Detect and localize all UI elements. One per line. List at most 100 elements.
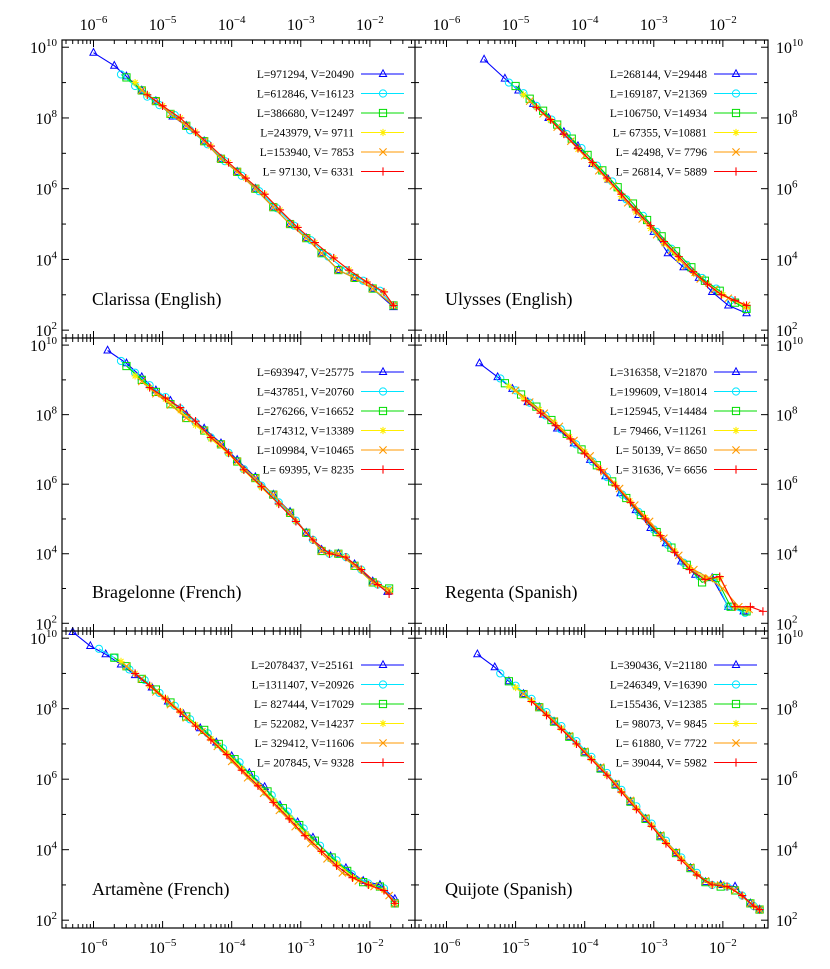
data-point — [390, 899, 399, 908]
ticks — [62, 40, 415, 338]
legend-label: L=199609, V=18014 — [610, 387, 707, 399]
data-point — [308, 535, 318, 545]
data-point — [216, 440, 225, 449]
data-point — [103, 345, 113, 354]
x-tick-label: 10−6 — [80, 14, 108, 34]
data-point — [341, 553, 351, 562]
y-tick-label: 108 — [36, 405, 58, 425]
data-point — [705, 574, 713, 583]
legend-label: L=268144, V=29448 — [610, 69, 707, 81]
series-line — [149, 387, 390, 595]
data-point — [659, 237, 668, 246]
data-point — [708, 880, 717, 890]
legend-marker — [379, 719, 387, 728]
y-tick-label: 106 — [776, 769, 798, 789]
data-point — [274, 499, 283, 509]
legend-marker — [378, 699, 388, 709]
x-tick-label: 10−3 — [640, 937, 668, 957]
data-point — [325, 549, 334, 558]
data-point — [553, 120, 562, 129]
legend-label: L=612846, V=16123 — [257, 89, 354, 101]
legend-label: L=169187, V=21369 — [610, 89, 707, 101]
x-tick-label: 10−6 — [433, 937, 461, 957]
data-point — [715, 572, 724, 581]
data-point — [145, 681, 154, 690]
data-point — [617, 788, 626, 797]
data-point — [302, 234, 311, 243]
data-point — [580, 747, 589, 756]
y-tick-label: 1010 — [776, 335, 804, 355]
panel-0 — [89, 47, 398, 311]
data-point — [547, 415, 556, 425]
legend-label: L=155436, V=12385 — [610, 699, 707, 711]
legend: L=390436, V=21180 L=246349, V=16390 L=1554… — [610, 659, 757, 770]
data-point — [302, 830, 310, 838]
legend-label: L= 42498, V= 7796 — [616, 147, 708, 159]
data-point — [368, 284, 377, 293]
data-point — [389, 301, 398, 311]
y-tick-label: 104 — [776, 249, 798, 269]
data-point — [338, 868, 347, 877]
y-tick-label: 108 — [776, 405, 798, 425]
data-point — [626, 797, 635, 806]
data-point — [200, 426, 209, 435]
data-point — [656, 832, 665, 841]
data-point — [626, 498, 635, 507]
data-point — [686, 864, 695, 873]
data-point — [222, 750, 231, 759]
legend-label: L=693947, V=25775 — [257, 367, 354, 379]
ticks — [415, 40, 768, 338]
data-point — [730, 886, 740, 895]
x-tick-label: 10−5 — [502, 14, 530, 34]
legend-marker — [378, 68, 388, 78]
data-point — [580, 748, 589, 757]
data-point — [535, 703, 544, 712]
data-point — [550, 716, 559, 725]
data-point — [718, 584, 727, 593]
x-tick-label: 10−5 — [149, 937, 177, 957]
y-tick-label: 106 — [36, 769, 58, 789]
data-point — [137, 674, 146, 684]
data-point — [253, 781, 263, 790]
panel-title: Artamène (French) — [92, 879, 229, 900]
data-point — [166, 700, 175, 709]
x-tick-label: 10−3 — [287, 14, 315, 34]
data-point — [656, 831, 665, 840]
x-tick-label: 10−5 — [149, 14, 177, 34]
data-point — [137, 86, 146, 95]
data-point — [379, 886, 389, 895]
data-point — [151, 96, 160, 106]
data-point — [505, 382, 513, 390]
y-tick-label: 104 — [36, 249, 58, 269]
data-point — [206, 433, 215, 442]
legend-label: L= 98073, V= 9845 — [616, 719, 708, 731]
x-tick-label: 10−2 — [709, 937, 737, 957]
legend-marker — [378, 366, 388, 376]
y-tick-label: 108 — [36, 699, 58, 719]
data-point — [641, 814, 650, 823]
y-tick-label: 106 — [36, 474, 58, 494]
data-point — [475, 358, 484, 367]
data-point — [688, 267, 698, 276]
data-point — [110, 653, 119, 662]
data-point — [379, 287, 389, 297]
data-point — [580, 449, 589, 458]
data-point — [608, 477, 617, 486]
data-point — [117, 657, 125, 665]
panel-title: Ulysses (English) — [445, 289, 573, 310]
y-tick-label: 102 — [776, 320, 798, 340]
y-tick-label: 102 — [36, 613, 58, 633]
data-point — [519, 690, 528, 699]
ticks — [62, 631, 415, 928]
data-point — [224, 448, 233, 457]
y-tick-label: 108 — [36, 108, 58, 128]
panel-title: Clarissa (English) — [92, 289, 221, 310]
y-tick-label: 104 — [36, 840, 58, 860]
legend-label: L= 61880, V= 7722 — [616, 738, 708, 750]
legend-label: L= 329412, V=11606 — [254, 738, 354, 750]
data-point — [569, 436, 578, 445]
legend-marker — [731, 387, 741, 396]
legend-marker — [379, 739, 387, 747]
data-point — [525, 94, 534, 103]
legend-label: L= 39044, V= 5982 — [616, 758, 708, 770]
